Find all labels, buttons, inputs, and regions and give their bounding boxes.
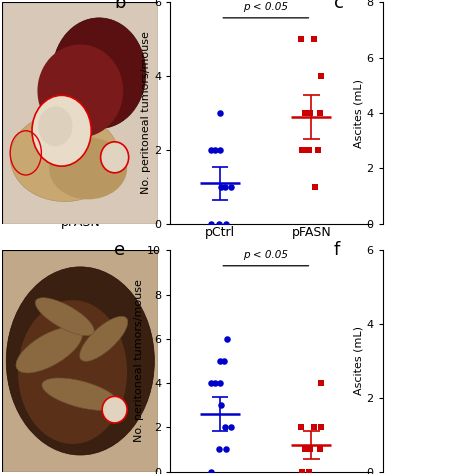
Point — [227, 424, 235, 431]
Point — [217, 109, 224, 117]
Point — [317, 446, 324, 453]
Text: shFASN: shFASN — [57, 451, 104, 464]
Point — [307, 109, 314, 117]
Point — [298, 468, 306, 474]
Point — [311, 183, 319, 191]
Ellipse shape — [10, 113, 119, 201]
Point — [217, 146, 224, 154]
Ellipse shape — [32, 95, 91, 166]
Point — [207, 146, 215, 154]
Ellipse shape — [6, 267, 155, 455]
Point — [301, 446, 309, 453]
Text: p < 0.05: p < 0.05 — [243, 250, 288, 260]
Point — [223, 220, 230, 228]
Point — [220, 357, 228, 365]
Point — [215, 446, 223, 453]
Y-axis label: Ascites (mL): Ascites (mL) — [354, 327, 364, 395]
Point — [303, 146, 310, 154]
Ellipse shape — [80, 316, 128, 361]
Point — [218, 183, 225, 191]
Ellipse shape — [38, 106, 73, 146]
Point — [317, 73, 325, 80]
Text: pFASN: pFASN — [61, 216, 100, 229]
Point — [217, 379, 224, 387]
Point — [314, 146, 322, 154]
Text: f: f — [334, 241, 340, 259]
Ellipse shape — [100, 142, 128, 173]
Point — [310, 36, 318, 43]
Ellipse shape — [42, 378, 119, 410]
Point — [227, 183, 235, 191]
Y-axis label: No. peritoneal tumors/mouse: No. peritoneal tumors/mouse — [134, 280, 145, 442]
Ellipse shape — [52, 18, 146, 128]
Point — [318, 379, 325, 387]
Y-axis label: No. peritoneal tumors/mouse: No. peritoneal tumors/mouse — [141, 32, 151, 194]
Point — [317, 109, 324, 117]
Point — [307, 446, 314, 453]
Point — [298, 146, 306, 154]
Ellipse shape — [16, 327, 82, 373]
Ellipse shape — [37, 45, 123, 137]
Point — [221, 183, 229, 191]
Text: b: b — [114, 0, 126, 11]
Y-axis label: Ascites (mL): Ascites (mL) — [354, 79, 364, 147]
Point — [317, 424, 325, 431]
Ellipse shape — [102, 396, 127, 423]
Point — [221, 424, 229, 431]
Point — [211, 379, 219, 387]
Ellipse shape — [49, 137, 127, 200]
Ellipse shape — [35, 298, 94, 336]
Ellipse shape — [18, 300, 127, 444]
Point — [297, 424, 305, 431]
Text: c: c — [334, 0, 343, 11]
Point — [305, 146, 313, 154]
Point — [211, 146, 219, 154]
Point — [223, 335, 231, 343]
Point — [303, 446, 310, 453]
Point — [207, 468, 215, 474]
Point — [218, 401, 225, 409]
Point — [207, 220, 215, 228]
Text: e: e — [114, 241, 125, 259]
Text: p < 0.05: p < 0.05 — [243, 2, 288, 12]
Point — [297, 36, 305, 43]
Point — [310, 424, 318, 431]
Point — [207, 379, 215, 387]
Point — [215, 220, 223, 228]
Point — [301, 109, 309, 117]
Point — [305, 468, 313, 474]
Point — [223, 446, 230, 453]
Point — [217, 357, 224, 365]
